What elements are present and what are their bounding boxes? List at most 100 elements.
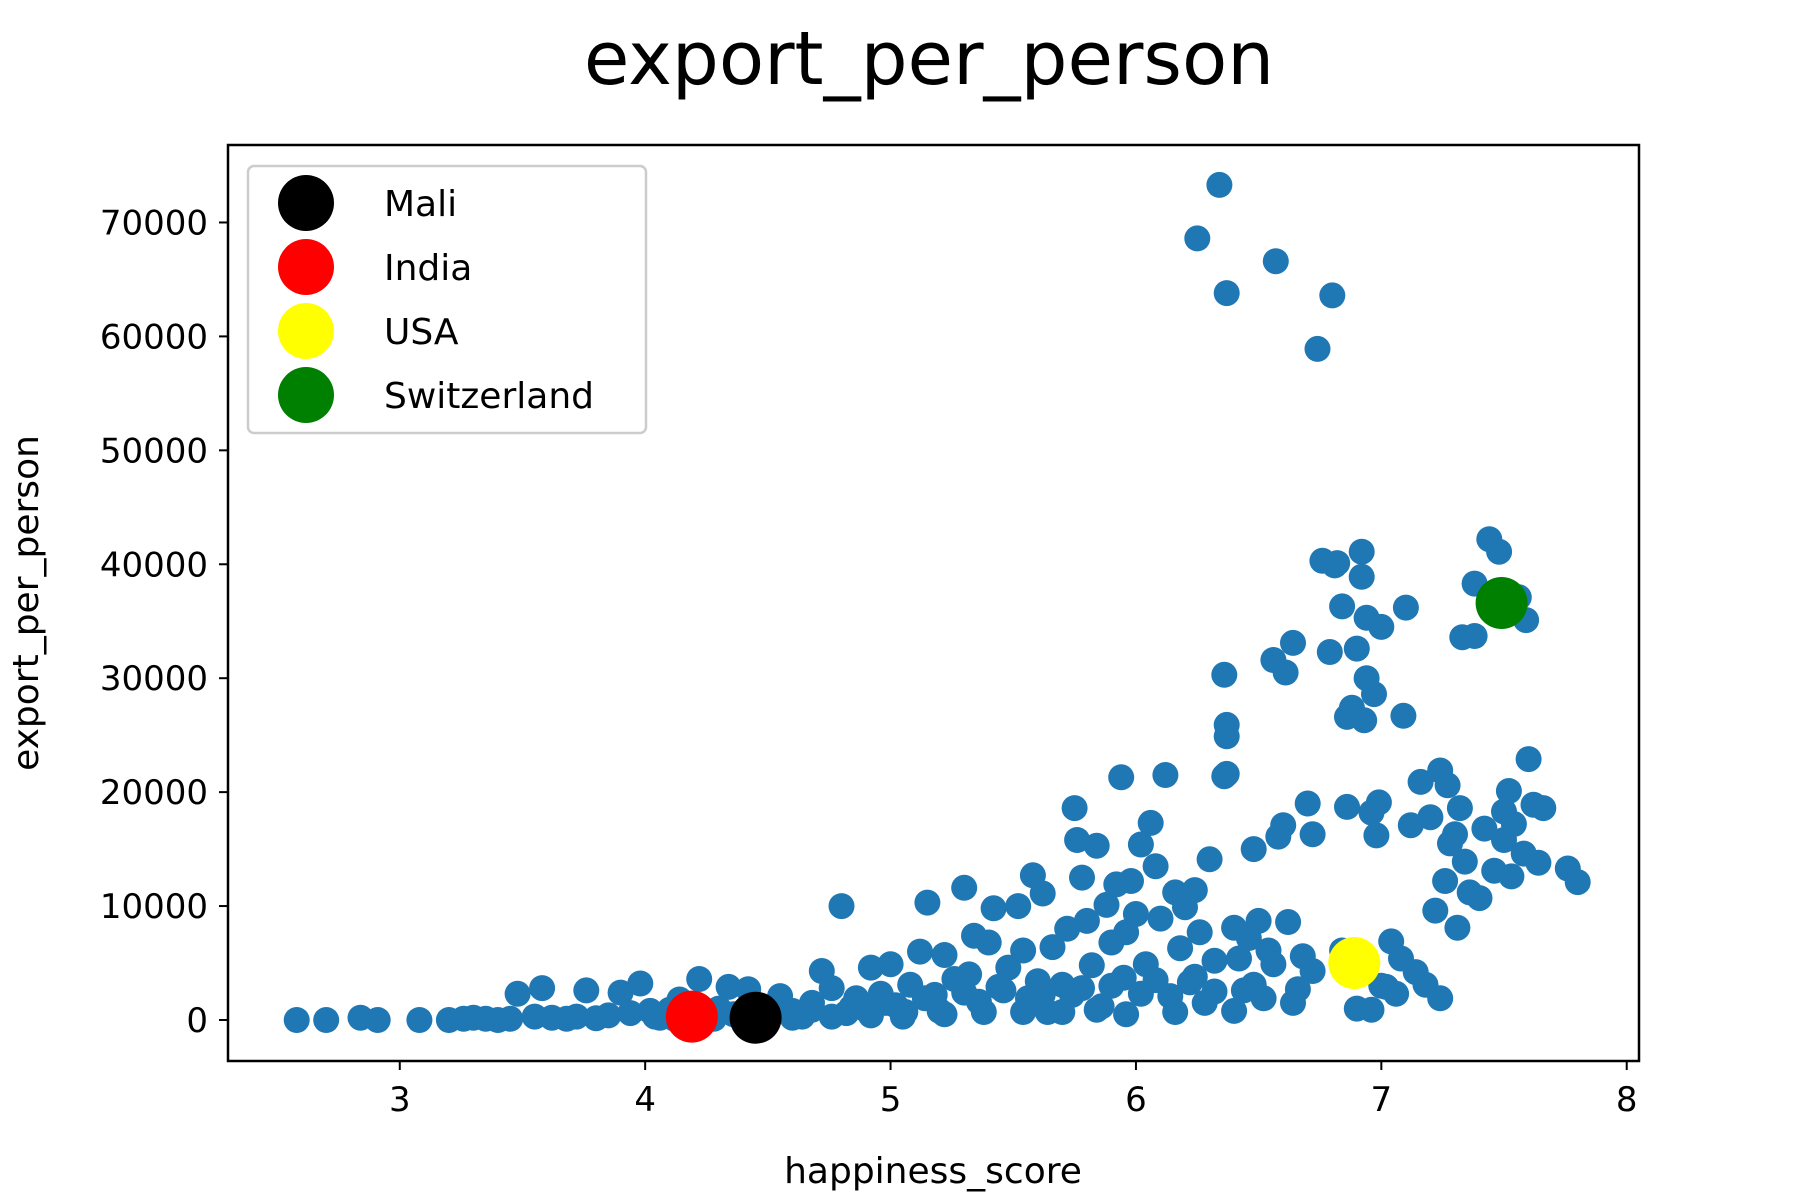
scatter-point <box>1029 880 1056 907</box>
scatter-point <box>1054 915 1081 942</box>
scatter-point <box>1039 934 1066 961</box>
x-tick-label: 5 <box>880 1080 902 1120</box>
scatter-point <box>1324 550 1351 577</box>
scatter-point <box>1368 972 1395 999</box>
x-axis-label: happiness_score <box>784 1151 1082 1192</box>
y-axis: 0 10000 20000 30000 40000 50000 60000 70000 <box>100 203 228 1041</box>
y-axis-label: export_per_person <box>6 435 47 771</box>
scatter-point <box>980 895 1007 922</box>
scatter-point <box>1245 907 1272 934</box>
highlight-layer <box>665 577 1528 1044</box>
scatter-point <box>497 1005 524 1032</box>
scatter-point <box>283 1007 310 1033</box>
scatter-point <box>1083 996 1110 1023</box>
legend: Mali India USA Switzerland <box>246 164 648 435</box>
scatter-point <box>1098 972 1125 999</box>
points-layer <box>283 171 1591 1033</box>
scatter-point <box>1294 790 1321 817</box>
scatter-point <box>1083 832 1110 859</box>
scatter-point <box>1363 822 1390 849</box>
scatter-point <box>1500 811 1527 837</box>
scatter-point <box>1240 836 1267 863</box>
scatter-point <box>1206 171 1233 198</box>
scatter-point <box>617 1000 644 1027</box>
scatter-point <box>1122 901 1149 927</box>
scatter-point <box>1010 999 1037 1025</box>
scatter-point <box>1432 868 1459 894</box>
scatter-point <box>1005 893 1032 920</box>
scatter-point <box>627 970 654 997</box>
scatter-point <box>573 977 600 1004</box>
scatter-point <box>951 874 978 901</box>
scatter-point <box>1049 999 1076 1025</box>
scatter-point <box>1137 809 1164 836</box>
x-tick-label: 8 <box>1616 1080 1638 1120</box>
scatter-point <box>1495 778 1522 804</box>
x-tick-label: 7 <box>1371 1080 1393 1120</box>
scatter-point <box>529 975 556 1002</box>
scatter-point <box>1397 812 1424 839</box>
scatter-point <box>970 999 997 1025</box>
scatter-point <box>1064 827 1091 853</box>
scatter-point <box>1466 885 1493 912</box>
y-tick-label: 50000 <box>100 431 208 471</box>
scatter-point <box>1434 772 1461 799</box>
scatter-point <box>1213 280 1240 307</box>
scatter-point <box>1280 629 1306 656</box>
scatter-point <box>975 929 1002 956</box>
scatter-point <box>1213 723 1240 750</box>
scatter-point <box>1427 985 1454 1012</box>
scatter-point <box>1201 978 1228 1005</box>
chart-title: export_per_person <box>584 16 1274 102</box>
scatter-point <box>686 966 713 992</box>
x-tick-label: 3 <box>389 1080 411 1120</box>
scatter-point <box>504 980 531 1007</box>
scatter-point <box>1444 914 1471 941</box>
scatter-point <box>1010 937 1037 964</box>
scatter-point <box>1272 659 1299 686</box>
scatter-point <box>1299 958 1326 984</box>
scatter-point <box>951 979 978 1006</box>
scatter-point <box>1407 768 1434 795</box>
legend-box <box>246 164 648 435</box>
scatter-point <box>1162 999 1189 1025</box>
scatter-point <box>1152 762 1179 788</box>
scatter-point <box>1446 795 1473 822</box>
scatter-point <box>1530 795 1557 822</box>
scatter-point <box>1498 863 1525 890</box>
scatter-point <box>1069 864 1095 891</box>
scatter-point <box>931 1001 958 1028</box>
scatter-point <box>857 954 884 981</box>
scatter-point <box>779 1004 806 1031</box>
scatter-point <box>1351 707 1378 734</box>
scatter-point <box>1486 538 1513 565</box>
scatter-point <box>1213 760 1240 787</box>
scatter-point <box>1319 282 1346 309</box>
scatter-point <box>799 996 825 1023</box>
x-tick-label: 6 <box>1125 1080 1147 1120</box>
scatter-point <box>1442 821 1468 848</box>
scatter-point <box>1260 951 1287 978</box>
scatter-point <box>1127 831 1154 858</box>
scatter-point <box>838 994 865 1021</box>
scatter-point <box>1417 804 1444 831</box>
y-tick-label: 10000 <box>100 887 208 927</box>
legend-label-mali: Mali <box>384 184 457 225</box>
y-tick-label: 30000 <box>100 659 208 699</box>
scatter-point <box>1299 821 1326 848</box>
y-tick-label: 20000 <box>100 773 208 813</box>
scatter-point <box>1304 335 1331 362</box>
plot-frame <box>226 143 1641 1063</box>
scatter-point <box>642 1003 668 1030</box>
scatter-point <box>563 1003 590 1030</box>
legend-marker-switzerland <box>278 367 334 423</box>
scatter-point <box>364 1007 391 1033</box>
legend-label-switzerland: Switzerland <box>384 376 594 417</box>
scatter-point <box>1226 945 1252 972</box>
scatter-point <box>1201 947 1228 974</box>
legend-marker-usa <box>278 303 334 359</box>
y-tick-label: 0 <box>186 1001 208 1041</box>
scatter-point <box>1181 877 1208 904</box>
scatter-point <box>818 1003 845 1030</box>
scatter-point <box>1108 764 1135 791</box>
